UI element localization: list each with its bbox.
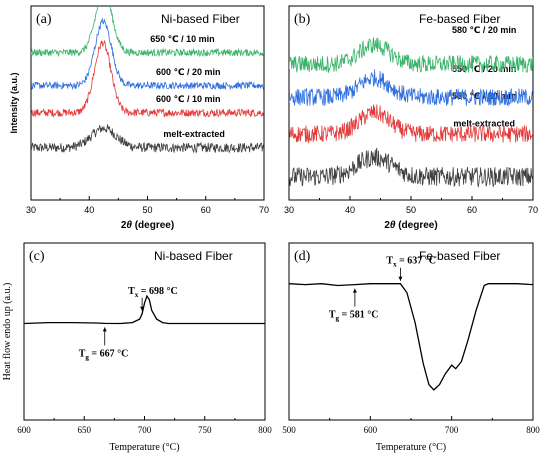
series-label: melt-extracted xyxy=(453,118,515,128)
series-line-1 xyxy=(31,39,264,118)
x-axis-label: Temperature (°C) xyxy=(376,442,446,453)
x-tick-label: 600 xyxy=(364,425,378,435)
series-label: 600 ℃ / 10 min xyxy=(156,94,220,104)
panel-d-chart: 500 600 700 800 (d) Fe-based Fiber Temperature… xyxy=(282,242,540,453)
series-label: 550 ℃ / 20 min xyxy=(452,64,516,74)
x-tick-label: 650 xyxy=(78,425,92,435)
series-line-2 xyxy=(31,17,264,91)
annotation-arrowhead xyxy=(398,276,403,281)
x-tick-label: 500 xyxy=(282,425,296,435)
series-line-3 xyxy=(31,6,264,58)
x-axis-label: Temperature (°C) xyxy=(109,442,179,453)
x-tick-label: 70 xyxy=(259,205,269,215)
annotation-arrowhead xyxy=(102,327,107,332)
x-tick-label: 50 xyxy=(406,205,416,215)
series-line-dsc xyxy=(289,283,533,391)
series-line-0 xyxy=(31,124,264,154)
panel-c-chart: 600 650 700 750 800 (c) Ni-based Fiber Temperat… xyxy=(2,242,272,453)
annotation-label: Tx = 637 °C xyxy=(386,256,436,269)
panel-label: (d) xyxy=(294,249,311,264)
x-tick-label: 800 xyxy=(526,425,540,435)
panel-b-chart: 30 40 50 60 70 (b) Fe-based Fiber 2θ (degree) me… xyxy=(284,5,538,231)
x-tick-label: 60 xyxy=(467,205,477,215)
series-label: 600 ℃ / 20 min xyxy=(156,67,220,77)
panel-label: (b) xyxy=(294,12,311,27)
annotation-arrowhead xyxy=(140,306,145,311)
annotation-label: Tg = 667 °C xyxy=(79,348,129,361)
y-axis-label: Heat flow endo up (a.u.) xyxy=(2,283,13,381)
x-axis-label: 2θ (degree) xyxy=(121,220,174,231)
plot-frame xyxy=(30,5,265,201)
y-axis-label: Intensity (a.u.) xyxy=(9,72,19,133)
x-tick-label: 750 xyxy=(198,425,212,435)
x-tick-label: 800 xyxy=(258,425,272,435)
series-line-dsc xyxy=(24,294,265,325)
panel-label: (a) xyxy=(36,12,52,27)
x-tick-label: 50 xyxy=(142,205,152,215)
series-line-2 xyxy=(289,69,533,107)
series-label: 650 ℃ / 10 min xyxy=(150,34,214,44)
x-tick-label: 700 xyxy=(445,425,459,435)
series-line-1 xyxy=(289,104,533,144)
annotation-arrowhead xyxy=(352,288,357,293)
x-tick-label: 600 xyxy=(17,425,31,435)
series-label: 580 ℃ / 20 min xyxy=(452,25,516,35)
series-label: melt-extracted xyxy=(163,129,225,139)
plot-frame xyxy=(23,242,266,421)
annotation-label: Tg = 581 °C xyxy=(329,310,379,323)
x-tick-label: 700 xyxy=(138,425,152,435)
x-tick-label: 30 xyxy=(284,205,294,215)
x-tick-label: 40 xyxy=(345,205,355,215)
x-tick-label: 30 xyxy=(26,205,36,215)
panel-title: Ni-based Fiber xyxy=(154,249,233,263)
annotation-label: Tx = 698 °C xyxy=(128,286,178,299)
panel-title: Fe-based Fiber xyxy=(419,249,500,263)
panel-label: (c) xyxy=(29,249,45,264)
series-line-3 xyxy=(289,37,533,73)
plot-frame xyxy=(288,242,534,421)
x-tick-label: 60 xyxy=(201,205,211,215)
series-label: 550 ℃ / 10 min xyxy=(452,91,516,101)
x-axis-label: 2θ (degree) xyxy=(384,220,437,231)
panel-title: Fe-based Fiber xyxy=(419,12,500,26)
series-line-0 xyxy=(289,147,533,188)
panel-title: Ni-based Fiber xyxy=(161,12,240,26)
panel-a-chart: 30 40 50 60 70 (a) Ni-based Fiber 2θ (degree) In… xyxy=(9,5,269,231)
x-tick-label: 40 xyxy=(84,205,94,215)
x-tick-label: 70 xyxy=(528,205,538,215)
